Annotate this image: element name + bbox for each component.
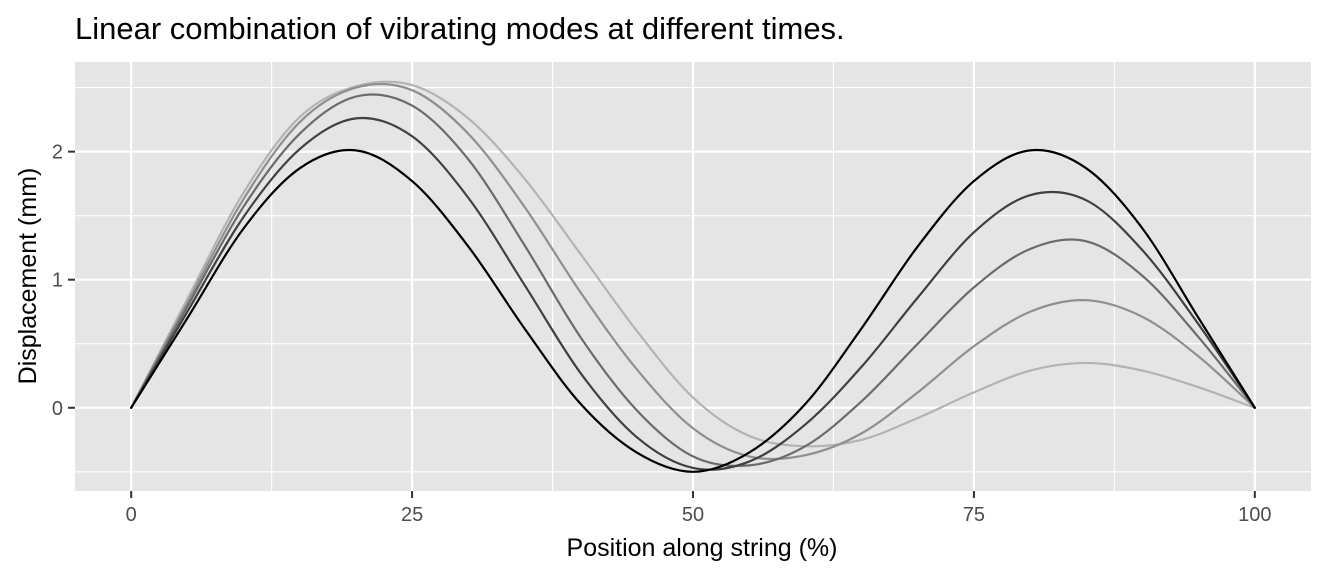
- y-tick-label: 2: [52, 142, 63, 164]
- y-axis-label: Displacement (mm): [14, 168, 42, 385]
- series-line-4: [130, 82, 1256, 461]
- series-line-3: [130, 93, 1256, 468]
- axes: 0 25 50 75 100 0 1 2: [52, 142, 1272, 526]
- y-tick-label: 0: [52, 398, 63, 420]
- gridlines: [75, 62, 1311, 491]
- series-line-2: [130, 116, 1256, 471]
- y-tick-label: 1: [52, 270, 63, 292]
- chart-title: Linear combination of vibrating modes at…: [75, 11, 845, 46]
- series-line-5: [130, 80, 1256, 448]
- series-line-1: [130, 148, 1256, 473]
- x-tick-label: 75: [963, 504, 985, 526]
- x-tick-label: 0: [126, 504, 137, 526]
- x-tick-label: 25: [401, 504, 423, 526]
- series-lines: [130, 80, 1256, 473]
- x-tick-label: 50: [682, 504, 704, 526]
- x-axis-label: Position along string (%): [567, 534, 838, 562]
- x-tick-label: 100: [1238, 504, 1271, 526]
